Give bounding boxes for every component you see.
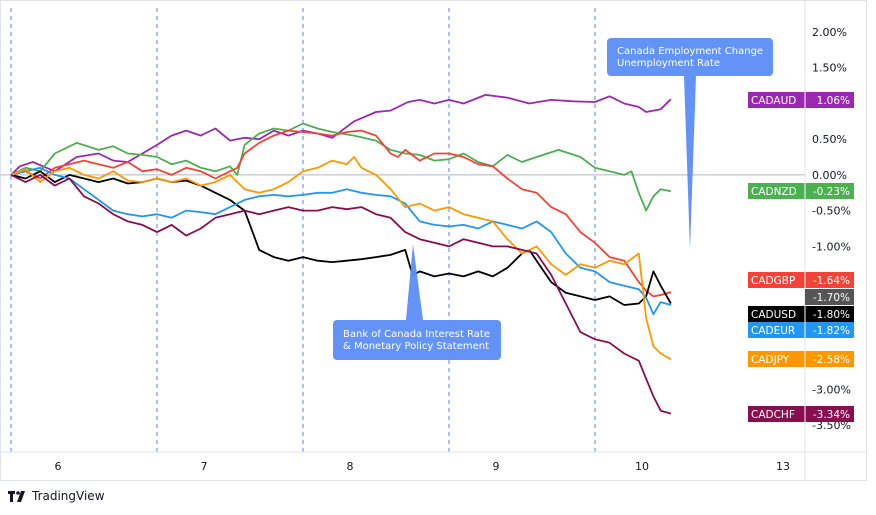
price-tag-cadchf: CADCHF -3.34% [748, 406, 854, 422]
x-tick-label: 8 [347, 460, 354, 473]
price-tag-symbol: CADJPY [751, 354, 790, 366]
price-tag-cadgbp: CADGBP -1.64% [748, 272, 854, 288]
price-tag-value: -2.58% [813, 354, 850, 366]
price-tag-cadaud: CADAUD 1.06% [748, 92, 854, 108]
price-tag-cadjpy: CADJPY -2.58% [748, 351, 854, 367]
price-tag-extra: -1.70% [805, 289, 854, 305]
tradingview-logo-icon [8, 490, 25, 502]
annotation-text: Canada Employment Change [617, 46, 763, 57]
series-line-cadgbp[interactable] [10, 129, 672, 298]
price-tag-cadnzd: CADNZD -0.23% [748, 183, 854, 199]
plot-frame [0, 0, 867, 481]
series-line-cadjpy[interactable] [10, 156, 672, 361]
annotation-text: Unemployment Rate [617, 58, 720, 69]
series-line-cadusd[interactable] [10, 170, 672, 306]
y-tick-label: 1.50% [812, 62, 847, 75]
annotation-callout[interactable]: Bank of Canada Interest Rate& Monetary P… [333, 244, 501, 360]
brand-name: TradingView [32, 489, 105, 503]
series-line-cadnzd[interactable] [10, 122, 672, 212]
x-tick-label: 10 [635, 460, 649, 473]
price-tag-symbol: CADGBP [751, 275, 795, 287]
series-line-cadeur[interactable] [10, 166, 672, 316]
price-tag-symbol: CADNZD [751, 186, 797, 198]
price-tag-symbol: CADEUR [751, 325, 795, 337]
x-tick-label: 9 [493, 460, 500, 473]
session-breaks [10, 8, 596, 452]
x-tick-label: 7 [201, 460, 208, 473]
annotation-text: & Monetary Policy Statement [343, 341, 489, 352]
series-lines [10, 94, 672, 415]
price-tag-value: -0.23% [813, 186, 850, 198]
y-tick-label: -3.00% [812, 383, 851, 396]
price-tag-cadusd: CADUSD -1.80% [748, 306, 854, 322]
price-tag-value: -1.82% [813, 325, 850, 337]
y-tick-label: -0.50% [812, 205, 851, 218]
x-axis: 6 7 8 9 10 13 [0, 451, 866, 473]
price-tags: CADAUD 1.06% CADNZD -0.23% CADGBP -1.64% CADUS… [748, 92, 854, 422]
price-tag-value: -1.70% [813, 292, 850, 304]
y-tick-label: 0.00% [812, 169, 847, 182]
y-tick-label: 2.00% [812, 26, 847, 39]
price-tag-value: -1.80% [813, 309, 850, 321]
x-tick-label: 13 [776, 460, 790, 473]
tradingview-logo[interactable]: TradingView [8, 489, 105, 503]
price-tag-value: -1.64% [813, 275, 850, 287]
series-line-cadaud[interactable] [10, 94, 672, 176]
y-axis: 2.00% 1.50% 0.50% 0.00% -0.50% -1.00% -3.00% -3… [804, 0, 851, 481]
price-tag-value: -3.34% [813, 409, 850, 421]
annotation-text: Bank of Canada Interest Rate [343, 329, 490, 340]
y-tick-label: -1.00% [812, 240, 851, 253]
y-tick-label: 0.50% [812, 133, 847, 146]
series-line-cadchf[interactable] [10, 174, 672, 415]
y-tick-label: -3.50% [812, 419, 851, 432]
price-tag-value: 1.06% [817, 95, 850, 107]
price-tag-symbol: CADAUD [751, 95, 796, 107]
price-tag-symbol: CADCHF [751, 409, 795, 421]
price-tag-cadeur: CADEUR -1.82% [748, 322, 854, 338]
price-tag-symbol: CADUSD [751, 309, 796, 321]
x-tick-label: 6 [55, 460, 62, 473]
